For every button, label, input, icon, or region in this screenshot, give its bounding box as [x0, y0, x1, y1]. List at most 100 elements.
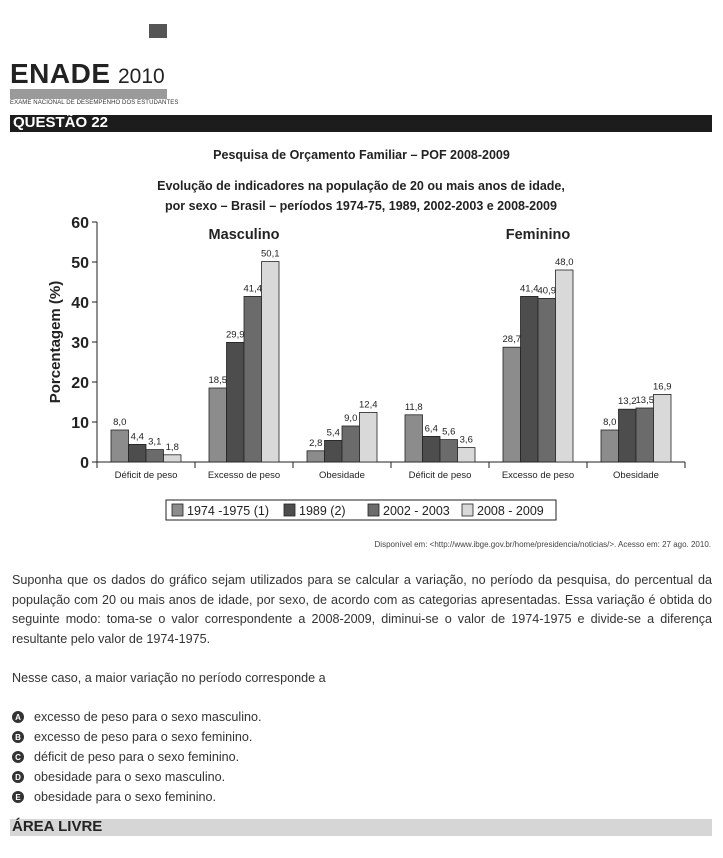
brand-bar	[10, 89, 167, 99]
y-tick-label: 40	[71, 295, 89, 312]
option-text: obesidade para o sexo masculino.	[34, 770, 226, 784]
data-label: 1,8	[166, 442, 179, 453]
data-label: 8,0	[603, 417, 616, 428]
bar	[422, 435, 441, 463]
chart-title-line: Evolução de indicadores na população de …	[157, 179, 565, 193]
question-prompt: Nesse caso, a maior variação no período …	[12, 671, 326, 685]
bar	[600, 429, 619, 463]
bar	[537, 297, 556, 463]
legend-label: 1989 (2)	[299, 504, 346, 518]
bar	[306, 450, 325, 463]
legend-swatch	[367, 503, 380, 517]
bar	[439, 439, 458, 463]
bar	[110, 429, 129, 463]
chart-heading: Pesquisa de Orçamento Familiar – POF 200…	[213, 148, 510, 162]
data-label: 40,9	[538, 285, 557, 296]
data-label: 11,8	[405, 402, 423, 413]
question-title: QUESTÃO 22	[13, 114, 109, 131]
logo-block	[149, 24, 167, 38]
x-tick-label: Déficit de peso	[409, 470, 472, 481]
data-label: 4,4	[131, 431, 144, 442]
chart-svg: Evolução de indicadores na população de …	[47, 179, 686, 521]
data-label: 12,4	[359, 399, 378, 410]
legend-swatch	[171, 503, 184, 517]
y-tick-label: 50	[71, 255, 89, 272]
source-citation: Disponível em: <http://www.ibge.gov.br/h…	[374, 540, 711, 549]
group-label: Masculino	[209, 227, 280, 243]
data-label: 29,9	[226, 329, 245, 340]
data-label: 50,1	[261, 249, 280, 260]
legend-label: 2002 - 2003	[383, 504, 450, 518]
data-label: 6,4	[425, 423, 438, 434]
option-a[interactable]: A excesso de peso para o sexo masculino.	[12, 710, 262, 724]
bar	[457, 447, 476, 463]
data-label: 5,6	[442, 427, 455, 438]
bar	[520, 296, 539, 463]
free-area-title: ÁREA LIVRE	[12, 818, 103, 835]
y-axis-label: Porcentagem (%)	[47, 281, 64, 404]
option-c[interactable]: C déficit de peso para o sexo feminino.	[12, 750, 239, 764]
option-letter-icon: B	[12, 731, 24, 743]
option-letter-icon: E	[12, 791, 24, 803]
bar	[226, 341, 245, 463]
y-tick-label: 20	[71, 375, 89, 392]
option-b[interactable]: B excesso de peso para o sexo feminino.	[12, 730, 252, 744]
data-label: 3,1	[148, 437, 161, 448]
x-tick-label: Obesidade	[319, 470, 365, 481]
bar	[653, 393, 672, 463]
y-tick-label: 10	[71, 415, 89, 432]
option-text: excesso de peso para o sexo masculino.	[34, 710, 262, 724]
data-label: 13,2	[618, 396, 637, 407]
option-text: obesidade para o sexo feminino.	[34, 790, 217, 804]
data-label: 13,5	[636, 395, 655, 406]
bar	[163, 454, 182, 463]
data-label: 3,6	[460, 435, 473, 446]
bar	[359, 411, 378, 463]
bar	[261, 261, 280, 463]
legend-swatch	[461, 503, 474, 517]
data-label: 28,7	[503, 334, 522, 345]
bar	[635, 407, 654, 463]
data-label: 8,0	[113, 417, 126, 428]
x-tick-label: Excesso de peso	[502, 470, 574, 481]
data-label: 41,4	[520, 283, 539, 294]
data-label: 48,0	[555, 257, 574, 268]
data-label: 5,4	[327, 427, 340, 438]
question-statement: Suponha que os dados do gráfico sejam ut…	[12, 573, 712, 646]
x-tick-label: Déficit de peso	[115, 470, 178, 481]
free-area-bar	[10, 819, 712, 836]
bar	[341, 425, 360, 463]
bar	[404, 414, 423, 463]
legend-label: 1974 -1975 (1)	[187, 504, 269, 518]
option-letter-icon: A	[12, 711, 24, 723]
y-tick-label: 30	[71, 335, 89, 352]
group-label: Feminino	[506, 227, 571, 243]
data-label: 9,0	[344, 413, 357, 424]
brand-logo-text: ENADE	[10, 58, 111, 89]
option-e[interactable]: E obesidade para o sexo feminino.	[12, 790, 216, 804]
legend-box	[165, 499, 557, 521]
data-label: 2,8	[309, 438, 322, 449]
brand-year: 2010	[118, 65, 165, 88]
legend-label: 2008 - 2009	[477, 504, 544, 518]
data-label: 18,5	[209, 375, 228, 386]
bar	[243, 296, 262, 463]
bar	[208, 387, 227, 463]
bar	[502, 346, 521, 463]
y-tick-label: 60	[71, 215, 89, 232]
option-letter-icon: D	[12, 771, 24, 783]
x-tick-label: Excesso de peso	[208, 470, 280, 481]
option-text: excesso de peso para o sexo feminino.	[34, 730, 253, 744]
chart: Evolução de indicadores na população de …	[0, 170, 723, 525]
data-label: 41,4	[244, 283, 263, 294]
brand-subtitle: EXAME NACIONAL DE DESEMPENHO DOS ESTUDAN…	[10, 100, 179, 106]
y-tick-label: 0	[80, 455, 89, 472]
bar	[555, 269, 574, 463]
option-text: déficit de peso para o sexo feminino.	[34, 750, 240, 764]
bar	[145, 449, 164, 463]
chart-title-line: por sexo – Brasil – períodos 1974-75, 19…	[165, 199, 557, 213]
option-d[interactable]: D obesidade para o sexo masculino.	[12, 770, 225, 784]
bar	[128, 443, 147, 463]
bar	[324, 439, 343, 463]
x-tick-label: Obesidade	[613, 470, 659, 481]
